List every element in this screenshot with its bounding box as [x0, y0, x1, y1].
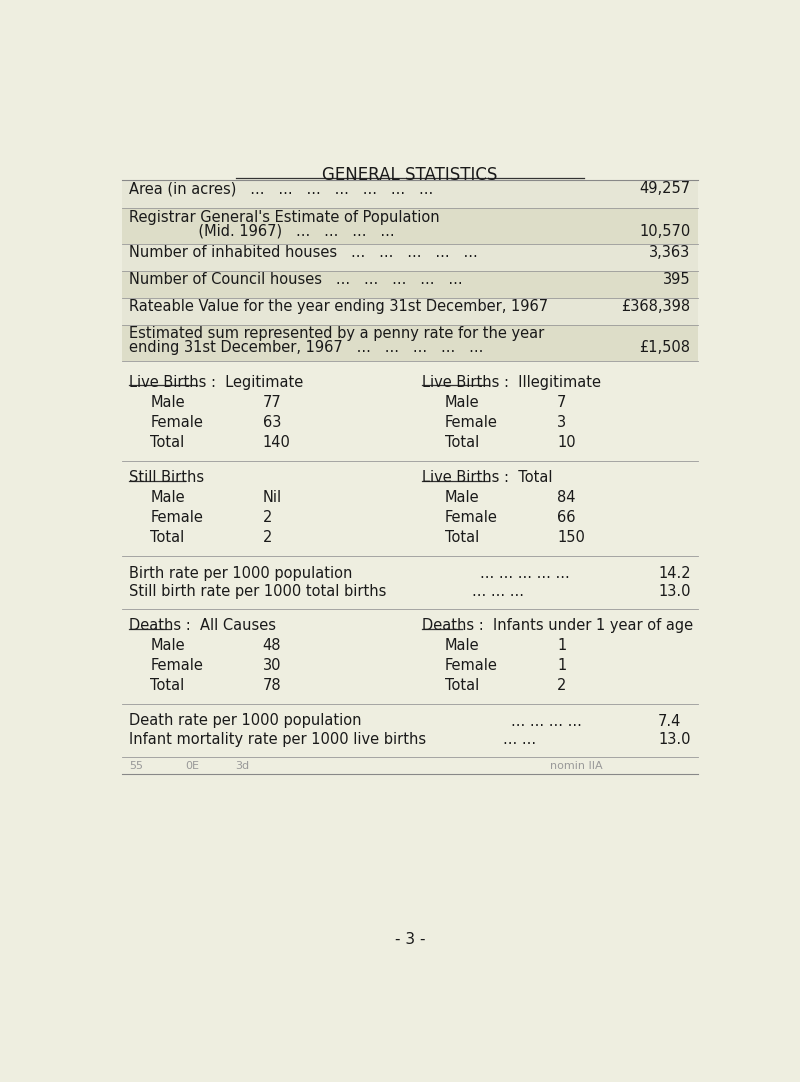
Text: (Mid. 1967)   ...   ...   ...   ...: (Mid. 1967) ... ... ... ...	[130, 224, 395, 239]
Bar	[122, 243, 698, 270]
Text: 3d: 3d	[236, 762, 250, 771]
Text: 1: 1	[558, 658, 566, 673]
Text: Male: Male	[445, 638, 479, 654]
Text: Live Births :  Illegitimate: Live Births : Illegitimate	[422, 374, 601, 390]
Text: Number of Council houses   ...   ...   ...   ...   ...: Number of Council houses ... ... ... ...…	[130, 273, 463, 288]
Text: Live Births :  Total: Live Births : Total	[422, 471, 552, 485]
Text: 0E: 0E	[186, 762, 199, 771]
Text: Female: Female	[445, 414, 498, 430]
Text: 7.4: 7.4	[658, 713, 682, 728]
Text: Male: Male	[150, 638, 185, 654]
Text: Total: Total	[150, 678, 185, 694]
Text: 14.2: 14.2	[658, 566, 690, 581]
Bar	[122, 180, 698, 209]
Text: Number of inhabited houses   ...   ...   ...   ...   ...: Number of inhabited houses ... ... ... .…	[130, 246, 478, 261]
Text: Deaths :  Infants under 1 year of age: Deaths : Infants under 1 year of age	[422, 618, 693, 633]
Text: Registrar General's Estimate of Population: Registrar General's Estimate of Populati…	[130, 210, 440, 225]
Text: Female: Female	[150, 414, 203, 430]
Text: Live Births :  Legitimate: Live Births : Legitimate	[130, 374, 304, 390]
Text: - 3 -: - 3 -	[394, 933, 426, 947]
Text: Female: Female	[150, 511, 203, 525]
Text: ... ... ...: ... ... ...	[472, 584, 524, 599]
Text: 7: 7	[558, 395, 566, 410]
Text: Birth rate per 1000 population: Birth rate per 1000 population	[130, 566, 353, 581]
Text: ... ...: ... ...	[503, 733, 536, 747]
Text: Male: Male	[445, 490, 479, 505]
Text: 3: 3	[558, 414, 566, 430]
Text: 140: 140	[262, 435, 290, 450]
Text: 77: 77	[262, 395, 282, 410]
Text: 10,570: 10,570	[639, 224, 690, 239]
Text: Total: Total	[445, 678, 479, 694]
Text: ... ... ... ...: ... ... ... ...	[510, 713, 582, 728]
Text: Still Births: Still Births	[130, 471, 205, 485]
Text: 30: 30	[262, 658, 282, 673]
Text: 2: 2	[558, 678, 566, 694]
Text: Estimated sum represented by a penny rate for the year: Estimated sum represented by a penny rat…	[130, 326, 545, 341]
Text: Nil: Nil	[262, 490, 282, 505]
Text: GENERAL STATISTICS: GENERAL STATISTICS	[322, 166, 498, 184]
Text: Infant mortality rate per 1000 live births: Infant mortality rate per 1000 live birt…	[130, 733, 426, 747]
Text: Area (in acres)   ...   ...   ...   ...   ...   ...   ...: Area (in acres) ... ... ... ... ... ... …	[130, 182, 434, 197]
Text: 55: 55	[130, 762, 143, 771]
Text: Deaths :  All Causes: Deaths : All Causes	[130, 618, 277, 633]
Text: £368,398: £368,398	[622, 300, 690, 314]
Text: 66: 66	[558, 511, 576, 525]
Text: 13.0: 13.0	[658, 584, 690, 599]
Text: ... ... ... ... ...: ... ... ... ... ...	[480, 566, 570, 581]
Text: Death rate per 1000 population: Death rate per 1000 population	[130, 713, 362, 728]
Text: Male: Male	[150, 490, 185, 505]
Text: 49,257: 49,257	[639, 182, 690, 197]
Text: ending 31st December, 1967   ...   ...   ...   ...   ...: ending 31st December, 1967 ... ... ... .…	[130, 340, 484, 355]
Text: Rateable Value for the year ending 31st December, 1967: Rateable Value for the year ending 31st …	[130, 300, 549, 314]
Text: £1,508: £1,508	[639, 340, 690, 355]
Text: Still birth rate per 1000 total births: Still birth rate per 1000 total births	[130, 584, 387, 599]
Bar	[122, 270, 698, 298]
Text: 1: 1	[558, 638, 566, 654]
Bar	[122, 298, 698, 325]
Text: 78: 78	[262, 678, 282, 694]
Text: 48: 48	[262, 638, 282, 654]
Text: Male: Male	[150, 395, 185, 410]
Text: Male: Male	[445, 395, 479, 410]
Bar	[122, 209, 698, 243]
Text: Total: Total	[445, 530, 479, 545]
Text: 2: 2	[262, 530, 272, 545]
Text: 84: 84	[558, 490, 576, 505]
Text: 3,363: 3,363	[650, 246, 690, 261]
Text: 13.0: 13.0	[658, 733, 690, 747]
Text: 10: 10	[558, 435, 576, 450]
Text: Total: Total	[150, 435, 185, 450]
Text: Female: Female	[445, 658, 498, 673]
Text: 395: 395	[663, 273, 690, 288]
Bar	[122, 325, 698, 360]
Text: Female: Female	[150, 658, 203, 673]
Text: Total: Total	[445, 435, 479, 450]
Text: nomin IIA: nomin IIA	[550, 762, 602, 771]
Text: Total: Total	[150, 530, 185, 545]
Text: Female: Female	[445, 511, 498, 525]
Text: 63: 63	[262, 414, 281, 430]
Text: 2: 2	[262, 511, 272, 525]
Text: 150: 150	[558, 530, 585, 545]
